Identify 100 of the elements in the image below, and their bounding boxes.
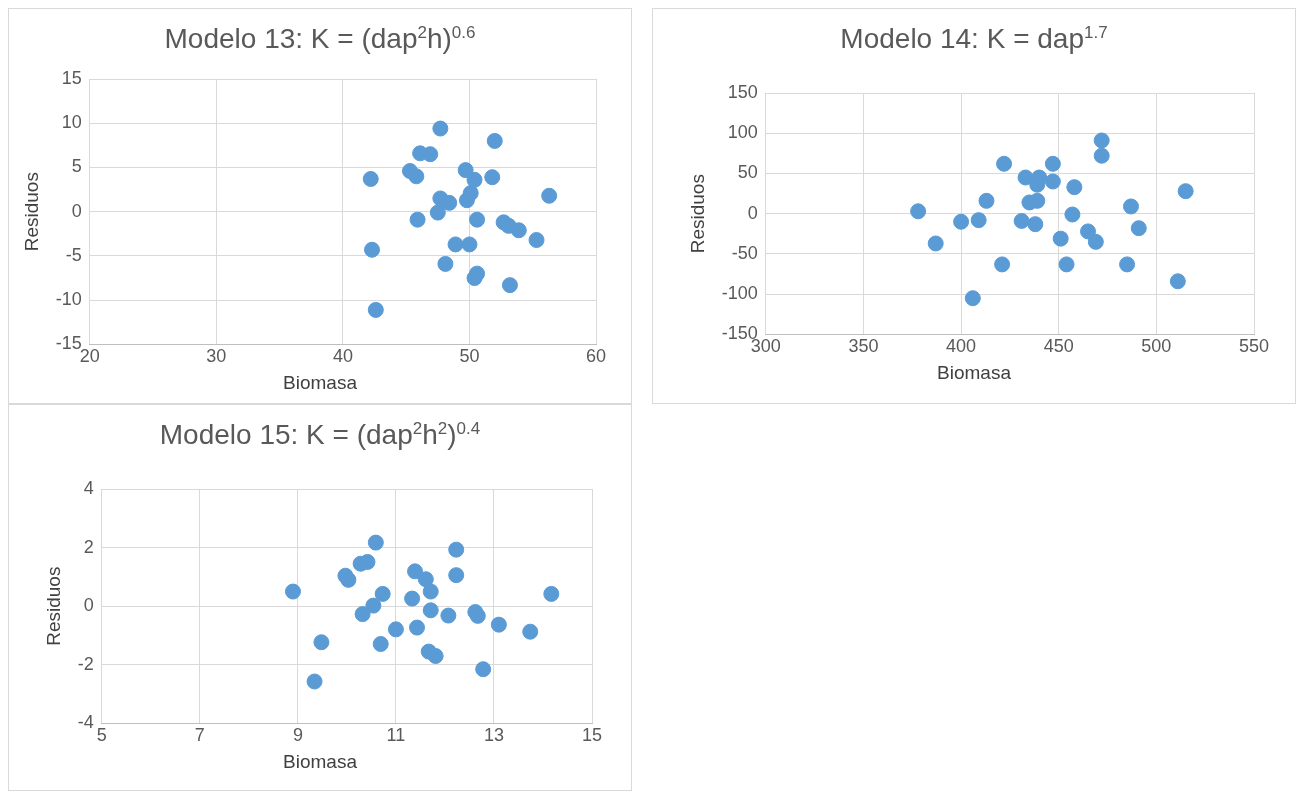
x-tick-label: 500 — [1141, 336, 1172, 357]
point — [441, 194, 458, 211]
y-tick-label: 2 — [83, 536, 94, 557]
point — [448, 567, 465, 584]
y-tick-label: 4 — [83, 477, 94, 498]
x-tick-label: 11 — [386, 725, 406, 746]
y-axis-title: Residuos — [42, 566, 64, 646]
chart-title: Modelo 14: K = dap$^{1.7}$ — [839, 23, 1109, 56]
point — [996, 155, 1013, 172]
point — [1119, 256, 1136, 273]
x-tick-label: 50 — [459, 346, 480, 367]
point — [1177, 183, 1194, 200]
point — [427, 648, 444, 665]
point — [422, 146, 439, 163]
x-axis-title: Biomasa — [936, 362, 1012, 384]
point — [543, 585, 560, 602]
point — [429, 204, 446, 221]
point — [964, 290, 981, 307]
point — [365, 597, 382, 614]
point — [457, 162, 474, 179]
point — [1052, 230, 1069, 247]
point — [417, 571, 434, 588]
point — [475, 661, 492, 678]
y-tick-label: 150 — [727, 81, 758, 102]
point — [447, 236, 464, 253]
point — [409, 619, 425, 636]
point — [364, 241, 381, 258]
point — [469, 265, 486, 282]
x-tick-label: 30 — [206, 346, 227, 367]
y-tick-label: -10 — [55, 289, 82, 310]
point — [422, 602, 439, 619]
y-tick-label: -50 — [731, 242, 758, 263]
point — [953, 213, 970, 230]
point — [367, 301, 384, 318]
point — [1122, 198, 1139, 215]
x-tick-label: 9 — [292, 725, 303, 746]
x-tick-label: 13 — [483, 725, 504, 746]
point — [437, 255, 454, 272]
point — [354, 606, 371, 623]
point — [1058, 256, 1075, 273]
x-tick-label: 400 — [946, 336, 977, 357]
point — [340, 571, 357, 588]
point — [1130, 220, 1147, 237]
y-tick-label: -2 — [77, 653, 94, 674]
point — [374, 585, 391, 602]
y-axis-title: Residuos — [686, 174, 708, 254]
point — [484, 169, 501, 186]
x-tick-label: 5 — [96, 725, 107, 746]
y-tick-label: -4 — [77, 712, 94, 733]
point — [528, 232, 545, 249]
point — [466, 171, 483, 188]
point — [994, 256, 1011, 273]
chart-title: Modelo 15: K = (dap$^{2}$h$^{2}$)$^{0.4}$ — [158, 419, 482, 452]
point — [1027, 216, 1044, 233]
point — [1064, 206, 1081, 223]
point — [1044, 173, 1061, 190]
point — [541, 187, 558, 204]
point — [501, 277, 518, 294]
point — [284, 583, 301, 600]
point — [927, 235, 944, 252]
point — [458, 192, 475, 209]
point — [367, 534, 384, 551]
y-tick-label: 15 — [61, 67, 82, 88]
point — [469, 211, 486, 228]
y-tick-label: 0 — [71, 200, 82, 221]
point — [1093, 147, 1110, 164]
y-tick-label: 0 — [747, 202, 758, 223]
point — [510, 222, 527, 239]
x-tick-label: 350 — [848, 336, 879, 357]
y-tick-label: 10 — [61, 112, 82, 133]
y-tick-label: 100 — [727, 122, 758, 143]
chart-title: Modelo 13: K = (dap$^{2}$h)$^{0.6}$ — [163, 23, 477, 56]
point — [1087, 233, 1104, 250]
point — [1169, 273, 1186, 290]
point — [910, 203, 927, 220]
point — [387, 621, 404, 638]
point — [404, 590, 421, 607]
point — [422, 583, 439, 600]
point — [1013, 212, 1030, 229]
point — [461, 236, 478, 253]
x-tick-label: 7 — [194, 725, 205, 746]
point — [1044, 155, 1061, 172]
point — [1066, 179, 1083, 196]
point — [486, 132, 503, 149]
point — [372, 636, 389, 652]
y-tick-label: -5 — [65, 244, 82, 265]
point — [362, 170, 379, 187]
x-tick-label: 550 — [1238, 336, 1270, 357]
x-tick-label: 15 — [581, 725, 603, 746]
x-tick-label: 60 — [585, 346, 607, 367]
point — [448, 541, 465, 558]
point — [1029, 192, 1046, 209]
point — [1093, 132, 1110, 149]
point — [440, 607, 457, 624]
point — [407, 563, 424, 580]
y-axis-title: Residuos — [20, 172, 42, 252]
point — [490, 616, 507, 633]
point — [306, 673, 323, 690]
x-axis-title: Biomasa — [282, 751, 358, 773]
x-axis-title: Biomasa — [282, 372, 358, 394]
